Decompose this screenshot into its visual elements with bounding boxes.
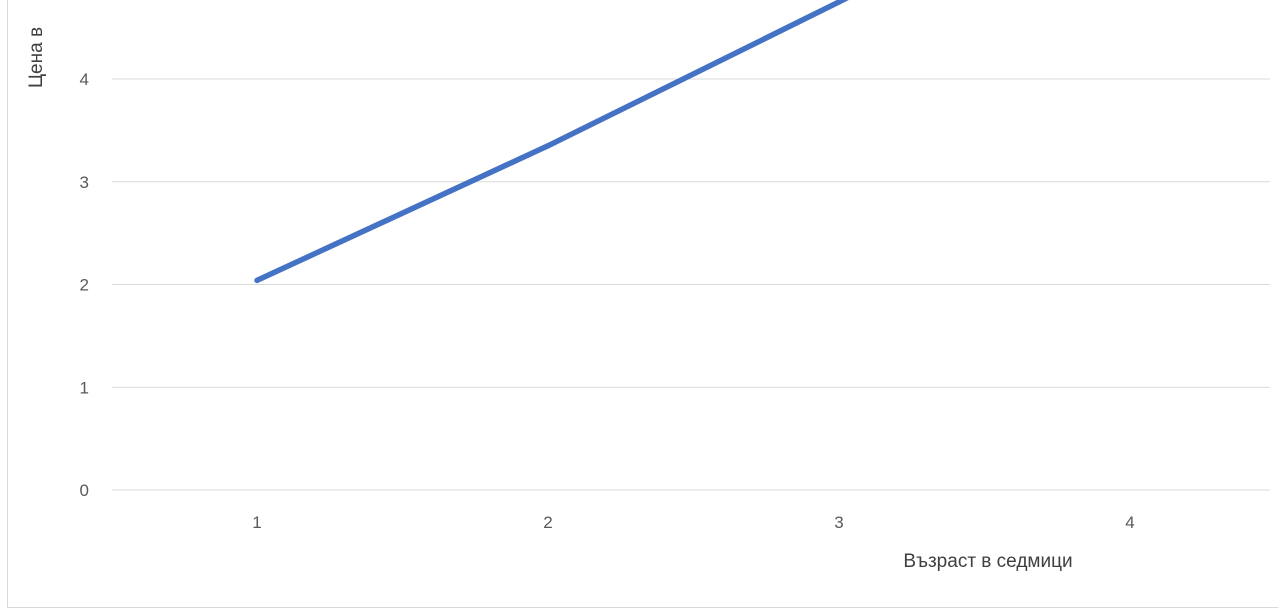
- series-segment: [836, 0, 849, 5]
- series-lines: [254, 0, 849, 284]
- x-axis-ticks: 1 2 3 4: [252, 513, 1134, 532]
- y-axis-ticks: 0 1 2 3 4: [80, 70, 89, 500]
- series-line: [254, 0, 849, 284]
- gridlines: [112, 78, 1270, 491]
- y-tick-label: 0: [80, 481, 89, 500]
- y-tick-label: 2: [80, 276, 89, 295]
- x-tick-label: 2: [543, 513, 552, 532]
- series-segment: [254, 143, 551, 284]
- x-tick-label: 4: [1125, 513, 1134, 532]
- x-tick-label: 1: [252, 513, 261, 532]
- y-axis-title: Цена в: [26, 27, 47, 88]
- x-axis-title: Възраст в седмици: [903, 551, 1072, 572]
- y-tick-label: 4: [80, 70, 89, 89]
- y-tick-label: 3: [80, 173, 89, 192]
- series-segment: [545, 0, 842, 149]
- chart-border: [7, 0, 1278, 608]
- x-tick-label: 3: [834, 513, 843, 532]
- y-tick-label: 1: [80, 378, 89, 397]
